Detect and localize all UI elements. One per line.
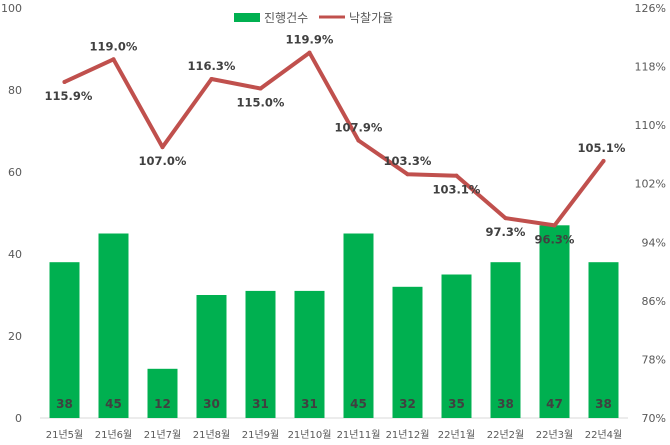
bar-value-label: 30 [203, 397, 220, 411]
right-axis-tick: 126% [635, 2, 666, 15]
line-value-label: 103.1% [433, 183, 481, 197]
category-label: 21년12월 [386, 429, 430, 441]
left-axis-tick: 80 [8, 84, 22, 97]
line-value-label: 115.0% [237, 96, 285, 110]
bar [196, 295, 227, 418]
category-label: 21년8월 [193, 429, 231, 441]
right-axis: 70% 78% 86% 94% 102% 110% 118% 126% [635, 2, 666, 425]
line-value-label: 103.3% [384, 154, 432, 168]
line-point [454, 173, 459, 178]
line-point [552, 223, 557, 228]
bar [490, 262, 521, 418]
legend-label-bar: 진행건수 [264, 10, 308, 25]
right-axis-tick: 110% [635, 119, 666, 132]
category-label: 22년3월 [536, 429, 574, 441]
line-path [62, 50, 606, 228]
bar [441, 274, 472, 418]
right-axis-tick: 86% [642, 295, 666, 308]
left-axis-tick: 0 [15, 412, 22, 425]
line-value-label: 105.1% [578, 141, 626, 155]
right-axis-tick: 94% [642, 236, 666, 249]
bar-value-label: 38 [497, 397, 514, 411]
line-value-label: 96.3% [535, 232, 575, 246]
line-point [405, 172, 410, 177]
line-value-label: 116.3% [188, 59, 236, 73]
bar [588, 262, 619, 418]
bar [392, 286, 423, 418]
bar [343, 233, 374, 418]
category-label: 22년4월 [585, 429, 623, 441]
category-labels: 21년5월 21년6월 21년7월 21년8월 21년9월 21년10월 21년11월 21년… [46, 429, 623, 441]
bar-labels: 38 45 12 30 31 31 45 32 35 38 47 38 [56, 397, 612, 411]
bar-value-label: 45 [350, 397, 367, 411]
line-labels: 115.9% 119.0% 107.0% 116.3% 115.0% 119.9% 107.… [45, 33, 626, 247]
left-axis-tick: 60 [8, 166, 22, 179]
right-axis-tick: 118% [635, 61, 666, 74]
category-label: 21년9월 [242, 429, 280, 441]
right-axis-tick: 70% [642, 412, 666, 425]
line-point [62, 79, 67, 84]
line-point [111, 57, 116, 62]
bar [49, 262, 80, 418]
left-axis: 0 20 40 60 80 100 [1, 2, 22, 425]
bar-value-label: 31 [301, 397, 318, 411]
bar-value-label: 12 [154, 397, 171, 411]
category-label: 21년11월 [337, 429, 381, 441]
left-axis-tick: 100 [1, 2, 22, 15]
category-label: 21년10월 [288, 429, 332, 441]
bar-value-label: 32 [399, 397, 416, 411]
category-label: 22년2월 [487, 429, 525, 441]
category-label: 21년6월 [95, 429, 133, 441]
right-axis-tick: 78% [642, 353, 666, 366]
bar [294, 290, 325, 418]
legend-swatch-bar [234, 13, 260, 22]
line-value-label: 119.9% [286, 33, 334, 47]
line-value-label: 107.0% [139, 154, 187, 168]
bar-value-label: 31 [252, 397, 269, 411]
line-point [356, 138, 361, 143]
line-point [258, 86, 263, 91]
bar-value-label: 47 [546, 397, 563, 411]
legend-label-line: 낙찰가율 [349, 11, 393, 25]
line-value-label: 119.0% [90, 39, 138, 53]
bar-value-label: 38 [56, 397, 73, 411]
bar [98, 233, 129, 418]
bar-value-label: 38 [595, 397, 612, 411]
category-label: 22년1월 [438, 429, 476, 441]
line-point [209, 77, 214, 82]
left-axis-tick: 40 [8, 248, 22, 261]
legend: 진행건수 낙찰가율 [234, 10, 393, 25]
right-axis-tick: 102% [635, 178, 666, 191]
line-point [160, 145, 165, 150]
line-point [307, 50, 312, 55]
bar [539, 225, 570, 418]
line-value-label: 115.9% [45, 89, 93, 103]
bar [147, 368, 178, 418]
line-value-label: 97.3% [486, 225, 526, 239]
category-label: 21년7월 [144, 429, 182, 441]
bar-series [49, 225, 619, 418]
bar-value-label: 35 [448, 397, 465, 411]
category-label: 21년5월 [46, 429, 84, 441]
left-axis-tick: 20 [8, 330, 22, 343]
line-value-label: 107.9% [335, 121, 383, 135]
line-point [503, 216, 508, 221]
bar-value-label: 45 [105, 397, 122, 411]
bar [245, 290, 276, 418]
line-series [62, 50, 606, 228]
line-point [601, 159, 606, 164]
